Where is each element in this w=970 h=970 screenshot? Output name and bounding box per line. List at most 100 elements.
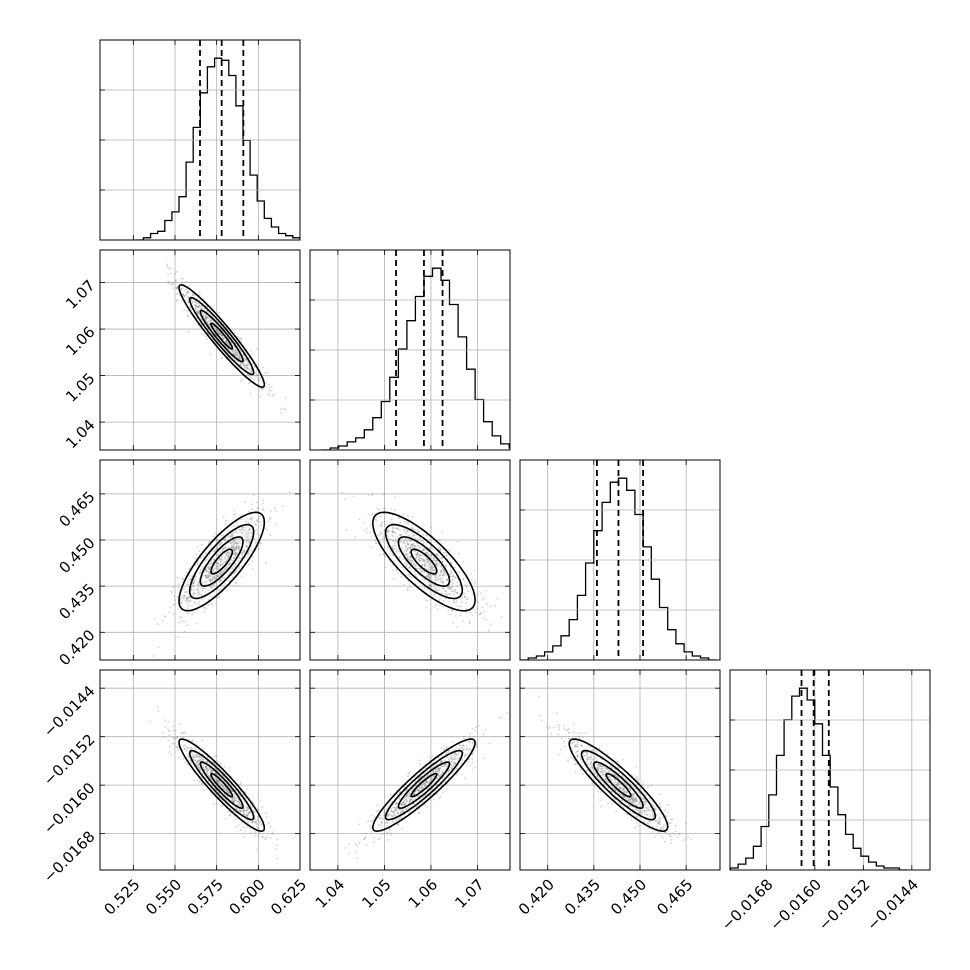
scatter-point xyxy=(209,777,212,780)
scatter-point xyxy=(227,555,230,558)
scatter-point xyxy=(461,759,464,761)
scatter-point xyxy=(440,761,443,764)
scatter-point xyxy=(443,765,445,768)
scatter-point xyxy=(199,756,202,759)
scatter-point xyxy=(247,813,249,816)
scatter-point xyxy=(224,555,227,558)
scatter-point xyxy=(632,795,635,797)
scatter-point xyxy=(222,571,224,574)
scatter-point xyxy=(432,569,435,572)
scatter-point xyxy=(169,267,172,270)
scatter-point xyxy=(256,848,258,851)
scatter-point xyxy=(396,536,399,539)
scatter-point xyxy=(199,755,202,758)
scatter-point xyxy=(257,820,260,822)
scatter-point xyxy=(637,809,639,812)
scatter-point xyxy=(409,548,412,550)
scatter-point xyxy=(405,547,407,550)
scatter-point xyxy=(251,820,254,823)
scatter-point xyxy=(467,590,470,593)
scatter-point xyxy=(182,736,185,739)
scatter-point xyxy=(215,773,218,776)
scatter-point xyxy=(422,569,425,572)
scatter-point xyxy=(377,534,380,536)
scatter-point xyxy=(284,409,287,411)
scatter-point xyxy=(435,589,437,592)
scatter-point xyxy=(205,766,208,768)
scatter-point xyxy=(454,591,456,593)
scatter-point xyxy=(230,558,233,560)
scatter-point xyxy=(462,578,465,581)
scatter-point xyxy=(204,568,207,571)
scatter-point xyxy=(234,353,237,356)
scatter-point xyxy=(202,312,205,315)
scatter-point xyxy=(397,550,400,552)
scatter-point xyxy=(411,544,414,546)
scatter-point xyxy=(241,528,243,531)
scatter-point xyxy=(631,799,634,801)
scatter-point xyxy=(455,753,458,756)
scatter-point xyxy=(426,560,429,563)
scatter-point xyxy=(213,803,215,805)
scatter-point xyxy=(369,531,371,534)
scatter-point xyxy=(432,770,435,773)
scatter-point xyxy=(201,311,204,314)
scatter-point xyxy=(197,311,199,313)
scatter-point xyxy=(471,761,474,764)
scatter-point xyxy=(397,824,399,826)
scatter-point xyxy=(220,572,222,575)
scatter-point xyxy=(182,757,184,760)
scatter-point xyxy=(452,753,454,755)
scatter-point xyxy=(233,557,236,560)
scatter-point xyxy=(239,803,242,806)
scatter-point xyxy=(408,795,411,798)
scatter-point xyxy=(226,342,229,345)
scatter-point xyxy=(449,575,452,578)
scatter-point xyxy=(362,838,365,841)
scatter-point xyxy=(402,808,405,811)
scatter-point xyxy=(246,367,249,369)
scatter-point xyxy=(205,766,208,769)
scatter-point xyxy=(436,579,439,582)
scatter-point xyxy=(437,555,440,557)
scatter-point xyxy=(445,763,447,765)
panel-frame xyxy=(309,669,511,871)
scatter-point xyxy=(400,540,402,543)
scatter-point xyxy=(233,546,235,549)
scatter-point xyxy=(222,570,225,573)
scatter-point xyxy=(396,802,399,804)
scatter-point xyxy=(404,522,407,525)
scatter-point xyxy=(463,737,465,740)
scatter-point xyxy=(228,563,231,565)
scatter-point xyxy=(344,498,346,500)
scatter-point xyxy=(222,538,225,541)
scatter-point xyxy=(434,559,437,561)
scatter-point xyxy=(233,552,236,555)
scatter-point xyxy=(408,772,411,774)
scatter-point xyxy=(411,543,413,546)
scatter-point xyxy=(161,619,164,622)
scatter-point xyxy=(383,810,386,813)
scatter-point xyxy=(219,543,221,545)
scatter-point xyxy=(423,559,426,562)
scatter-point xyxy=(198,290,201,293)
scatter-point xyxy=(390,507,392,510)
scatter-point xyxy=(422,783,425,785)
scatter-point xyxy=(462,744,465,747)
panel-1-1 xyxy=(309,249,511,451)
scatter-point xyxy=(450,586,453,588)
scatter-point xyxy=(233,331,236,334)
scatter-point xyxy=(405,794,408,797)
scatter-point xyxy=(450,570,452,572)
scatter-point xyxy=(202,758,205,761)
scatter-point xyxy=(432,574,435,576)
scatter-point xyxy=(247,811,250,814)
scatter-point xyxy=(217,332,220,335)
scatter-point xyxy=(414,780,417,783)
scatter-point xyxy=(186,599,189,601)
scatter-point xyxy=(207,565,210,568)
scatter-point xyxy=(416,552,419,555)
scatter-point xyxy=(444,571,446,573)
scatter-point xyxy=(386,820,389,823)
scatter-point xyxy=(453,758,455,760)
